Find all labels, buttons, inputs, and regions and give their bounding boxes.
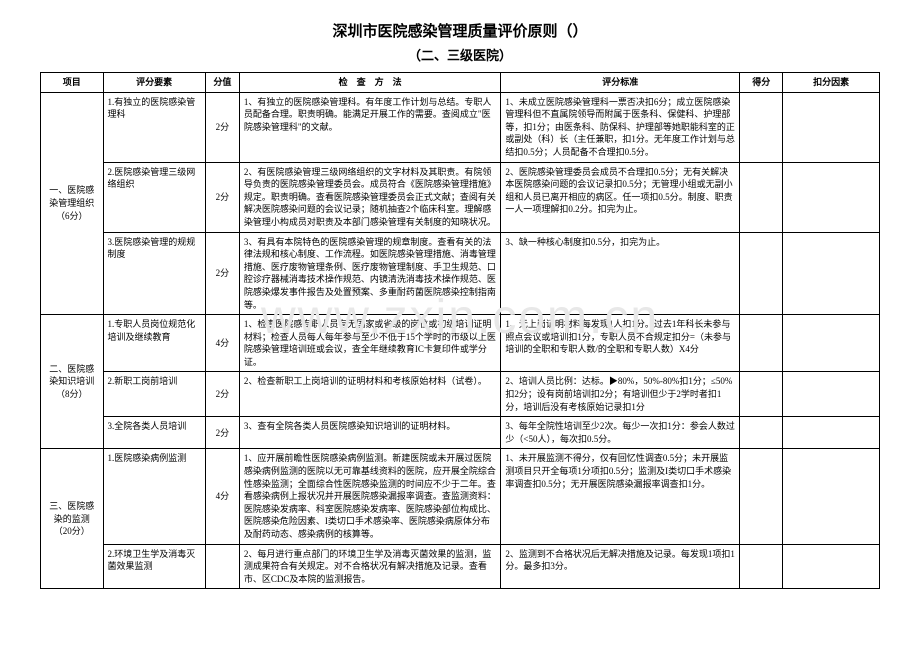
score-cell: 2分: [205, 372, 239, 417]
score-cell: 2分: [205, 232, 239, 315]
project-cell: 一、医院感染管理组织（6分）: [41, 92, 104, 315]
element-cell: 2.医院感染管理三级网络组织: [103, 162, 205, 232]
element-cell: 3.医院感染管理的规规制度: [103, 232, 205, 315]
standard-cell: 2、监测到不合格状况后无解决措施及记录。每发现1项扣1分。最多扣3分。: [501, 544, 740, 589]
method-cell: 1、检查医院感专职人员有无国家或省级的岗位或初级培训证明材料；检查人员每人每年参…: [239, 315, 500, 372]
gotscore-cell: [740, 162, 783, 232]
method-cell: 1、有独立的医院感染管理科。有年度工作计划与总结。专职人员配备合理。职责明确。能…: [239, 92, 500, 162]
header-project: 项目: [41, 73, 104, 93]
page-title: 深圳市医院感染管理质量评价原则（）: [40, 20, 880, 41]
header-deduct: 扣分因素: [783, 73, 880, 93]
deduct-cell: [783, 372, 880, 417]
gotscore-cell: [740, 372, 783, 417]
element-cell: 2.新职工岗前培训: [103, 372, 205, 417]
method-cell: 1、应开展前瞻性医院感染病例监测。新建医院或未开展过医院感染病例监测的医院以无可…: [239, 449, 500, 544]
header-method: 检 查 方 法: [239, 73, 500, 93]
header-standard: 评分标准: [501, 73, 740, 93]
standard-cell: 1、未开展监测不得分，仅有回忆性调查0.5分；未开展监测项目只开全每项1分项扣0…: [501, 449, 740, 544]
deduct-cell: [783, 315, 880, 372]
method-cell: 2、有医院感染管理三级网络组织的文字材料及其职责。有院领导负责的医院感染管理委员…: [239, 162, 500, 232]
score-cell: 2分: [205, 417, 239, 449]
score-cell: 4分: [205, 315, 239, 372]
header-score: 分值: [205, 73, 239, 93]
method-cell: 3、有具有本院特色的医院感染管理的规章制度。查看有关的法律法规和核心制度、工作流…: [239, 232, 500, 315]
deduct-cell: [783, 449, 880, 544]
project-cell: 三、医院感染的监测（20分）: [41, 449, 104, 589]
deduct-cell: [783, 92, 880, 162]
gotscore-cell: [740, 544, 783, 589]
page-subtitle: （二、三级医院）: [40, 45, 880, 64]
method-cell: 3、查有全院各类人员医院感染知识培训的证明材料。: [239, 417, 500, 449]
element-cell: 1.有独立的医院感染管理科: [103, 92, 205, 162]
project-cell: 二、医院感染知识培训（8分）: [41, 315, 104, 449]
deduct-cell: [783, 162, 880, 232]
method-cell: 2、检查新职工上岗培训的证明材料和考核原始材料（试卷）。: [239, 372, 500, 417]
standard-cell: 2、培训人员比例：达标。▶80%，50%-80%扣1分；≤50%扣2分；设有岗前…: [501, 372, 740, 417]
score-cell: 2分: [205, 162, 239, 232]
score-cell: 4分: [205, 449, 239, 544]
gotscore-cell: [740, 232, 783, 315]
element-cell: 3.全院各类人员培训: [103, 417, 205, 449]
score-cell: [205, 544, 239, 589]
deduct-cell: [783, 544, 880, 589]
gotscore-cell: [740, 92, 783, 162]
element-cell: 1.医院感染病例监测: [103, 449, 205, 544]
gotscore-cell: [740, 449, 783, 544]
deduct-cell: [783, 417, 880, 449]
method-cell: 2、每月进行重点部门的环境卫生学及消毒灭菌效果的监测，监测成果符合有关规定。对不…: [239, 544, 500, 589]
element-cell: 1.专职人员岗位规范化培训及继续教育: [103, 315, 205, 372]
header-element: 评分要素: [103, 73, 205, 93]
standard-cell: 3、每年全院性培训至少2次。每少一次扣1分：参会人数过少（<50人），每次扣0.…: [501, 417, 740, 449]
gotscore-cell: [740, 417, 783, 449]
score-cell: 2分: [205, 92, 239, 162]
standard-cell: 3、缺一种核心制度扣0.5分，扣完为止。: [501, 232, 740, 315]
deduct-cell: [783, 232, 880, 315]
standard-cell: 1、无上岗证明材料每发现1人扣1分。过去1年科长未参与照点会议或培训扣1分，专职…: [501, 315, 740, 372]
standard-cell: 2、医院感染管理委员会成员不合理扣0.5分；无有关解决本医院感染问题的会议记录扣…: [501, 162, 740, 232]
standard-cell: 1、未成立医院感染管理科一票否决扣6分；成立医院感染管理科但不直属院领导而附属于…: [501, 92, 740, 162]
element-cell: 2.环境卫生学及消毒灭菌效果监测: [103, 544, 205, 589]
gotscore-cell: [740, 315, 783, 372]
header-gotscore: 得分: [740, 73, 783, 93]
evaluation-table: 项目 评分要素 分值 检 查 方 法 评分标准 得分 扣分因素 一、医院感染管理…: [40, 72, 880, 589]
